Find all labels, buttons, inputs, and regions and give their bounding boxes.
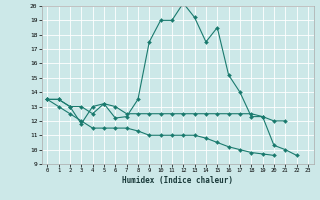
X-axis label: Humidex (Indice chaleur): Humidex (Indice chaleur) [122, 176, 233, 185]
